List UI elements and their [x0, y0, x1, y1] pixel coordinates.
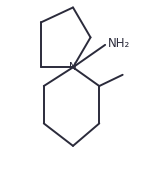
Text: N: N — [69, 62, 77, 72]
Text: NH₂: NH₂ — [108, 36, 130, 50]
